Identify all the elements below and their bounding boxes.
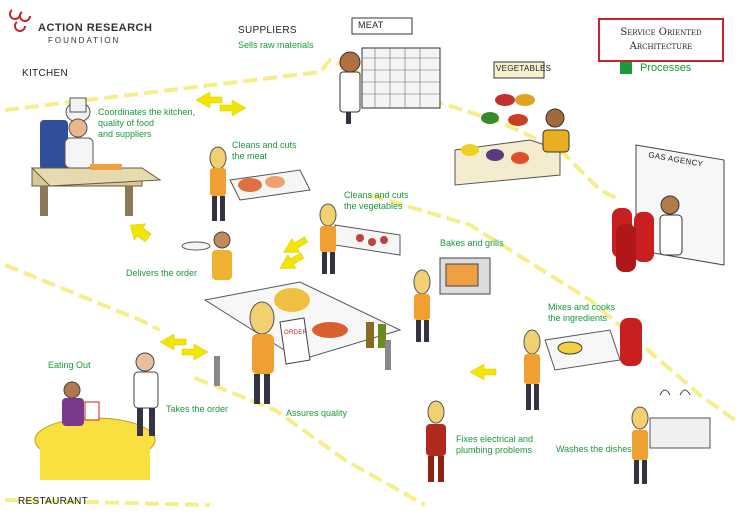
vegetable-cutter-figure [319, 203, 401, 274]
process-assures-quality: Assures quality [286, 408, 348, 418]
sign-vegetables: VEGETABLES [496, 64, 552, 73]
legend-swatch [620, 62, 632, 74]
zone-dividers [4, 57, 737, 507]
electrician-figure [426, 400, 446, 482]
process-cleans-meat: Cleans and cuts the meat [232, 140, 297, 161]
zone-suppliers: SUPPLIERS [238, 25, 297, 36]
title-box: Service Oriented Architecture [598, 18, 724, 62]
meat-cutter-figure [209, 146, 311, 221]
vegetable-stall [454, 61, 570, 186]
legend-label: Processes [640, 62, 692, 74]
process-cleans-vegetables: Cleans and cuts the vegetables [344, 190, 409, 211]
dishwasher-figure [631, 389, 711, 484]
chef-at-desk-figure [30, 97, 162, 216]
cooking-station [523, 318, 642, 410]
title-line1: Service Oriented [620, 27, 702, 38]
zone-kitchen: KITCHEN [22, 68, 68, 79]
oven [413, 257, 491, 342]
process-sells-raw-materials: Sells raw materials [238, 40, 314, 50]
logo-mark [9, 9, 31, 32]
legend: Processes [620, 62, 691, 74]
process-delivers-order: Delivers the order [126, 268, 198, 278]
process-coordinates-kitchen: Coordinates the kitchen, quality of food… [98, 107, 196, 139]
logo-line2: FOUNDATION [48, 36, 121, 45]
zone-restaurant: RESTAURANT [18, 496, 89, 507]
flow-arrows [129, 91, 497, 381]
process-bakes-grills: Bakes and grills [440, 238, 504, 248]
process-eating-out: Eating Out [48, 360, 91, 370]
quality-chef-figure [249, 301, 311, 404]
gas-agency [612, 144, 725, 272]
title-line2: Architecture [629, 41, 693, 52]
process-washes-dishes: Washes the dishes [556, 444, 632, 454]
meat-stall [339, 17, 441, 124]
logo-line1: ACTION RESEARCH [38, 22, 153, 34]
delivery-waiter-figure [181, 231, 232, 280]
restaurant-table [34, 352, 159, 480]
process-fixes-problems: Fixes electrical and plumbing problems [456, 434, 534, 455]
process-mixes-cooks: Mixes and cooks the ingredients [548, 302, 616, 323]
process-takes-order: Takes the order [166, 404, 229, 414]
sign-meat: MEAT [358, 20, 384, 30]
sign-order: ORDER [284, 330, 308, 336]
